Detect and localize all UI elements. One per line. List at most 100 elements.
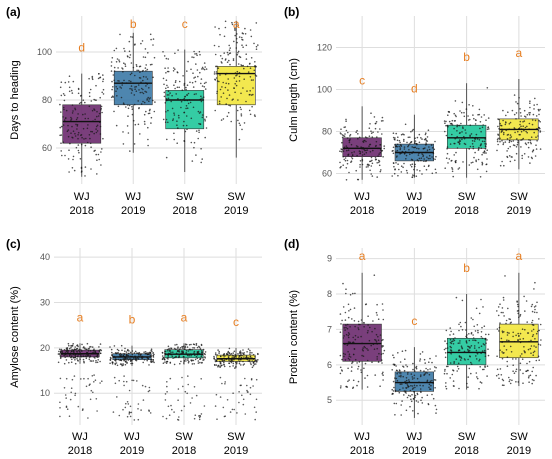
data-point <box>198 418 201 421</box>
data-point <box>70 387 73 390</box>
data-point <box>197 110 200 113</box>
data-point <box>434 387 436 389</box>
data-point <box>99 343 102 345</box>
data-point <box>475 159 477 161</box>
data-point <box>177 347 179 350</box>
data-point <box>201 114 204 116</box>
data-point <box>354 325 356 328</box>
data-point <box>92 360 95 362</box>
data-point <box>136 380 138 382</box>
data-point <box>501 378 504 381</box>
data-point <box>186 84 189 86</box>
data-point <box>244 413 247 415</box>
data-point <box>423 358 426 361</box>
data-point <box>513 113 516 116</box>
data-point <box>203 86 206 88</box>
data-point <box>152 354 154 357</box>
data-point <box>515 368 518 371</box>
data-point <box>216 418 218 421</box>
data-point <box>502 109 504 112</box>
data-point <box>465 341 468 343</box>
data-point <box>77 149 80 152</box>
data-point <box>405 158 407 160</box>
data-point <box>127 104 129 106</box>
x-tick-label-group: SW <box>227 431 245 443</box>
data-point <box>227 111 230 114</box>
data-point <box>70 132 72 134</box>
data-point <box>242 64 244 67</box>
x-tick-label-year: 2018 <box>70 205 94 217</box>
data-point <box>474 138 477 140</box>
data-point <box>460 325 462 328</box>
data-point <box>395 156 398 158</box>
data-point <box>93 349 95 352</box>
data-point <box>119 33 121 36</box>
data-point <box>137 408 139 410</box>
data-point <box>129 351 132 354</box>
data-point <box>111 95 114 97</box>
data-point <box>449 338 452 341</box>
data-point <box>199 123 201 125</box>
data-point <box>514 159 516 162</box>
data-point <box>127 359 130 361</box>
data-point <box>86 127 89 130</box>
data-point <box>354 358 357 361</box>
data-point <box>162 77 165 80</box>
data-point <box>481 337 484 340</box>
data-point <box>142 56 145 58</box>
data-point <box>452 369 454 371</box>
data-point <box>419 358 422 360</box>
data-point <box>500 374 503 376</box>
data-point <box>229 411 232 413</box>
data-point <box>527 141 530 144</box>
data-point <box>401 383 403 385</box>
data-point <box>178 80 181 83</box>
data-point <box>342 306 345 308</box>
data-point <box>114 382 117 385</box>
data-point <box>109 346 111 348</box>
data-point <box>508 380 511 383</box>
data-point <box>475 358 478 360</box>
data-point <box>355 131 358 133</box>
data-point <box>244 33 247 35</box>
panel-c: (c)Amylose content (%)10203040aWJ2018bWJ… <box>6 237 262 457</box>
data-point <box>512 358 514 360</box>
data-point <box>198 416 201 419</box>
data-point <box>215 393 218 396</box>
data-point <box>59 377 62 380</box>
data-point <box>535 148 538 150</box>
data-point <box>123 103 125 106</box>
data-point <box>243 67 245 70</box>
data-point <box>203 68 206 71</box>
data-point <box>253 69 256 72</box>
data-point <box>515 370 517 373</box>
data-point <box>481 163 484 166</box>
data-point <box>172 357 174 360</box>
data-point <box>125 351 128 353</box>
data-point <box>85 357 88 360</box>
data-point <box>508 123 511 125</box>
data-point <box>450 330 452 333</box>
data-point <box>508 155 511 157</box>
data-point <box>70 116 72 119</box>
data-point <box>351 157 354 160</box>
y-tick-label: 9 <box>327 254 332 264</box>
data-point <box>443 372 446 375</box>
data-point <box>381 339 383 342</box>
data-point <box>193 347 196 349</box>
data-point <box>113 49 116 52</box>
data-point <box>522 137 524 140</box>
data-point <box>194 358 197 361</box>
data-point <box>76 117 79 119</box>
data-point <box>452 333 455 335</box>
data-point <box>472 339 474 342</box>
data-point <box>245 355 248 357</box>
data-point <box>366 331 369 334</box>
data-point <box>519 369 522 371</box>
data-point <box>99 133 102 135</box>
data-point <box>515 118 517 120</box>
panel-b: (b)Culm length (cm)6080100120cWJ2018dWJ2… <box>284 5 545 217</box>
data-point <box>235 361 237 364</box>
data-point <box>236 74 238 76</box>
data-point <box>127 352 130 355</box>
